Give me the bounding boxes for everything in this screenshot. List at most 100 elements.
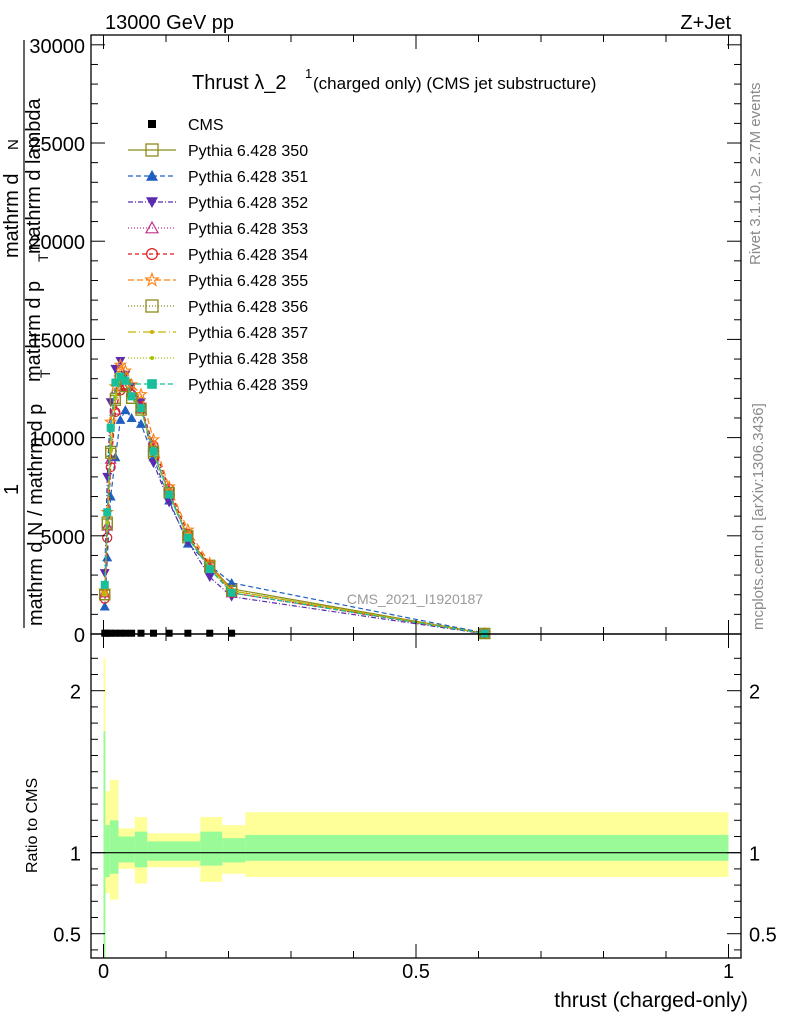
ratio-y-tick-label: 1 <box>70 844 81 866</box>
ratio-y-tick-label: 2 <box>70 682 81 704</box>
cms-data-point <box>184 629 192 637</box>
ratio-y-axis-label: Ratio to CMS <box>24 778 41 873</box>
header-process-label: Z+Jet <box>680 12 731 34</box>
legend-marker-8 <box>150 356 154 360</box>
legend-label-9: Pythia 6.428 359 <box>188 377 308 394</box>
y-label-denom-b: T <box>35 253 51 262</box>
ratio-stat-band-0 <box>103 731 106 958</box>
x-axis-label: thrust (charged-only) <box>554 989 748 1012</box>
legend: CMS Pythia 6.428 350 Pythia 6.428 351 Pythi… <box>128 117 308 394</box>
cms-data-point <box>165 629 173 637</box>
series-9-point <box>116 372 125 381</box>
legend-label-3: Pythia 6.428 353 <box>188 221 308 238</box>
x-tick-label: 0 <box>98 961 109 983</box>
series-1-point <box>115 414 126 424</box>
mcplots-credit-label: mcplots.cern.ch [arXiv:1306.3436] <box>750 403 767 630</box>
series-2-point <box>204 573 215 583</box>
ratio-y-tick-label-right: 2 <box>749 682 760 704</box>
ratio-panel <box>91 658 741 958</box>
cms-data-point <box>137 629 145 637</box>
series-9-point <box>106 423 115 432</box>
series-9-point <box>121 376 130 385</box>
series-9-point <box>165 490 174 499</box>
ratio-stat-band-5 <box>147 841 201 861</box>
main-y-tick-label: 30000 <box>29 36 85 58</box>
series-9-point <box>227 588 236 597</box>
main-y-tick-label: 20000 <box>29 232 85 254</box>
legend-marker-1 <box>146 170 158 181</box>
title-rest: (charged only) (CMS jet substructure) <box>313 74 596 93</box>
y-label-denom-a: mathrm d p <box>23 281 45 382</box>
main-y-tick-label: 15000 <box>29 330 85 352</box>
series-9-point <box>137 404 145 413</box>
series-line-1 <box>104 408 485 634</box>
main-y-axis-label: 1 mathrm d N mathrm d p T mathrm d lambd… <box>1 40 53 628</box>
rivet-version-label: Rivet 3.1.10, ≥ 2.7M events <box>747 83 764 266</box>
series-8-point <box>102 592 107 597</box>
header-energy-label: 13000 GeV pp <box>105 12 234 34</box>
legend-marker-6 <box>145 299 159 313</box>
plot-title: Thrust λ_2 1 (charged only) (CMS jet sub… <box>192 66 596 94</box>
legend-marker-0 <box>145 143 159 157</box>
series-1-point <box>136 418 146 428</box>
cms-data-point <box>121 629 129 637</box>
legend-label-8: Pythia 6.428 358 <box>188 351 308 368</box>
cms-data-point <box>206 629 214 637</box>
series-9-point <box>183 533 192 542</box>
legend-label-0: Pythia 6.428 350 <box>188 143 308 160</box>
legend-marker-4 <box>146 248 159 261</box>
cms-data-point <box>116 629 124 637</box>
legend-label-4: Pythia 6.428 354 <box>188 247 308 264</box>
series-4-point <box>102 532 113 543</box>
legend-marker-2 <box>146 197 158 208</box>
y-label-denom-c: mathrm d lambda <box>23 98 45 254</box>
cms-data-point <box>111 629 119 637</box>
ratio-plot-frame <box>90 633 742 959</box>
ratio-stat-band-1 <box>105 825 110 877</box>
title-superscript: 1 <box>305 66 312 81</box>
series-9-point <box>205 565 214 574</box>
legend-label-5: Pythia 6.428 355 <box>188 273 308 290</box>
ratio-stat-band-8 <box>245 834 729 861</box>
main-y-tick-label: 10000 <box>29 429 85 451</box>
series-9-point <box>127 392 136 401</box>
legend-label-7: Pythia 6.428 357 <box>188 325 308 342</box>
series-9-point <box>103 508 112 517</box>
series-6-point <box>147 445 160 458</box>
cms-data-point <box>107 629 115 637</box>
series-1-point <box>126 412 137 422</box>
ratio-stat-band-3 <box>118 836 135 863</box>
axes: 0 5000 10000 15000 20000 25000 30000 0.5 0.5 1 1 2 2… <box>29 34 777 983</box>
ratio-stat-band-4 <box>134 831 148 868</box>
analysis-watermark: CMS_2021_I1920187 <box>347 591 483 607</box>
y-label-bottom-sub: T <box>37 369 53 378</box>
cms-data-point <box>128 629 136 637</box>
legend-marker-9 <box>147 379 157 389</box>
series-4-point <box>110 406 121 418</box>
series-9-point <box>149 447 158 456</box>
y-label-top-a: mathrm d <box>1 174 23 258</box>
ratio-y-tick-label-right: 0.5 <box>749 925 777 947</box>
y-label-one: 1 <box>1 484 23 495</box>
main-y-tick-label: 25000 <box>29 134 85 156</box>
title-main: Thrust λ_2 <box>192 72 286 94</box>
ratio-stat-band-6 <box>200 831 223 866</box>
series-1-point <box>102 552 113 562</box>
series-2-point <box>115 357 126 367</box>
x-tick-label: 1 <box>723 961 734 983</box>
ratio-y-tick-label-right: 1 <box>749 844 760 866</box>
series-5-point <box>146 432 161 446</box>
series-1-point <box>226 577 237 587</box>
cms-data-point <box>150 629 157 637</box>
series-line-9 <box>104 375 485 635</box>
legend-label-cms: CMS <box>188 117 224 134</box>
legend-marker-5 <box>144 271 160 287</box>
cms-data-point <box>228 629 236 637</box>
y-label-bottom: mathrm d N / mathrm d p <box>25 404 47 626</box>
legend-marker-3 <box>144 220 160 234</box>
main-y-tick-label: 5000 <box>41 527 86 549</box>
y-label-top-b: N <box>5 139 22 150</box>
main-y-tick-label: 0 <box>74 625 85 647</box>
ratio-y-tick-label: 0.5 <box>53 925 81 947</box>
